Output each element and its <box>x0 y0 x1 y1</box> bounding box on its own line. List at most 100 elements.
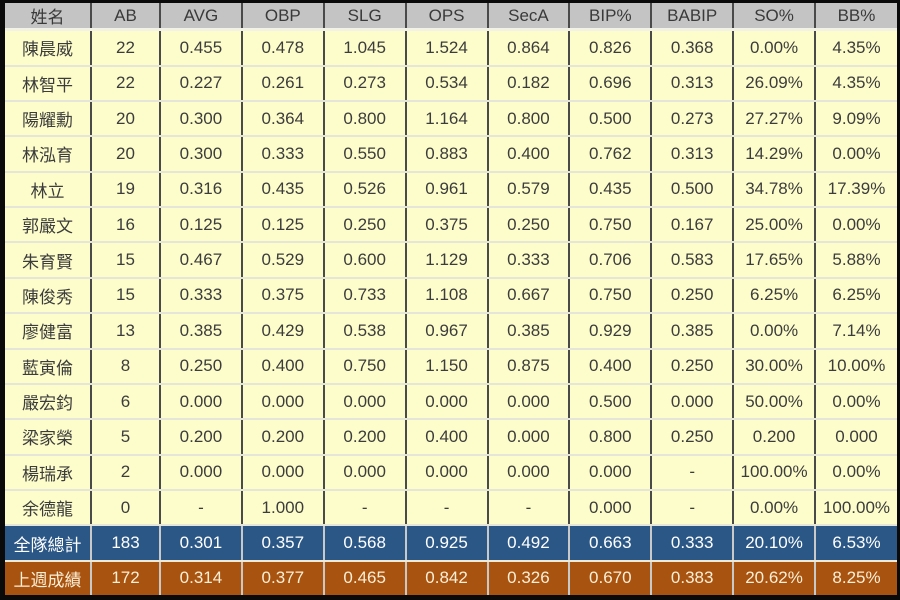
row-label-cell: 郭嚴文 <box>5 207 92 244</box>
player-row: 藍寅倫 8 0.250 0.400 0.750 1.150 0.875 0.400 0.250 3… <box>5 348 897 385</box>
player-row: 郭嚴文 16 0.125 0.125 0.250 0.375 0.250 0.750 0.167… <box>5 207 897 244</box>
stat-cell: 0.375 <box>405 207 489 244</box>
stat-cell: 0.250 <box>651 277 735 315</box>
stat-cell: 0.250 <box>323 207 407 244</box>
stat-cell: 0.750 <box>569 207 653 244</box>
stat-cell: 17.39% <box>815 171 897 209</box>
stat-cell: 0.492 <box>487 525 571 562</box>
row-label-cell: 嚴宏鈞 <box>5 383 92 421</box>
row-label-cell: 上週成績 <box>5 560 92 595</box>
stat-cell: 0.375 <box>241 277 325 315</box>
stat-cell: 0.526 <box>323 171 407 209</box>
stat-cell: 0.478 <box>241 29 325 67</box>
stat-cell: 0.000 <box>405 383 489 421</box>
stat-cell: 1.150 <box>405 348 489 385</box>
stat-cell: 0.000 <box>815 419 897 456</box>
stat-cell: 6.25% <box>733 277 816 315</box>
stat-cell: 0.534 <box>405 65 489 102</box>
stat-cell: 0.250 <box>651 419 735 456</box>
stat-cell: 0 <box>91 490 161 527</box>
stat-cell: 0.875 <box>487 348 571 385</box>
stat-cell: 0.826 <box>569 29 653 67</box>
stat-cell: 15 <box>91 242 161 279</box>
stat-cell: 0.000 <box>487 419 571 456</box>
stat-cell: 0.465 <box>323 560 407 595</box>
stat-cell: 22 <box>91 65 161 102</box>
stat-cell: 0.377 <box>241 560 325 595</box>
stat-cell: 0.00% <box>815 136 897 173</box>
row-label-cell: 陳晨威 <box>5 29 92 67</box>
header-row: 姓名 AB AVG OBP SLG OPS SecA BIP% BABIP SO… <box>5 3 897 31</box>
stat-cell: 0.200 <box>160 419 243 456</box>
row-label-cell: 陽耀勳 <box>5 100 92 138</box>
stat-cell: 0.385 <box>160 313 243 350</box>
stat-cell: 27.27% <box>733 100 816 138</box>
stat-cell: 0.842 <box>405 560 489 595</box>
player-row: 楊瑞承 2 0.000 0.000 0.000 0.000 0.000 0.000-100.0… <box>5 454 897 492</box>
stat-cell: 0.125 <box>241 207 325 244</box>
stat-cell: 0.385 <box>487 313 571 350</box>
stat-cell: 0.300 <box>160 136 243 173</box>
stat-cell: 0.000 <box>405 454 489 492</box>
stat-cell: 0.600 <box>323 242 407 279</box>
player-row: 林泓育 20 0.300 0.333 0.550 0.883 0.400 0.762 0.313… <box>5 136 897 173</box>
stat-cell: 0.000 <box>569 454 653 492</box>
stat-cell: 183 <box>91 525 161 562</box>
stat-cell: 0.00% <box>815 454 897 492</box>
stat-cell: 1.108 <box>405 277 489 315</box>
stat-cell: 0.314 <box>160 560 243 595</box>
stat-cell: 22 <box>91 29 161 67</box>
stat-cell: 0.316 <box>160 171 243 209</box>
stat-cell: 0.500 <box>651 171 735 209</box>
team-total-row: 全隊總計 183 0.301 0.357 0.568 0.925 0.492 0.663 0.3… <box>5 525 897 562</box>
stat-cell: 0.261 <box>241 65 325 102</box>
stat-cell: 0.429 <box>241 313 325 350</box>
stat-cell: 0.762 <box>569 136 653 173</box>
stat-cell: 0.800 <box>323 100 407 138</box>
stat-cell: 172 <box>91 560 161 595</box>
stat-cell: 17.65% <box>733 242 816 279</box>
stat-cell: 0.273 <box>651 100 735 138</box>
stat-cell: 20 <box>91 100 161 138</box>
stat-cell: 0.385 <box>651 313 735 350</box>
stat-cell: 0.967 <box>405 313 489 350</box>
stat-cell: 0.663 <box>569 525 653 562</box>
stat-cell: 6 <box>91 383 161 421</box>
stat-cell: 0.182 <box>487 65 571 102</box>
stat-cell: 0.000 <box>160 383 243 421</box>
stat-cell: 20 <box>91 136 161 173</box>
stat-cell: 0.583 <box>651 242 735 279</box>
stat-cell: 14.29% <box>733 136 816 173</box>
stat-cell: 0.368 <box>651 29 735 67</box>
stat-cell: - <box>323 490 407 527</box>
row-label-cell: 楊瑞承 <box>5 454 92 492</box>
stat-cell: 0.200 <box>323 419 407 456</box>
stat-cell: 0.00% <box>733 313 816 350</box>
stat-cell: 1.164 <box>405 100 489 138</box>
stat-cell: 0.273 <box>323 65 407 102</box>
stat-cell: 0.400 <box>569 348 653 385</box>
player-row: 梁家榮 5 0.200 0.200 0.200 0.400 0.000 0.800 0.250 0… <box>5 419 897 456</box>
stat-cell: 15 <box>91 277 161 315</box>
stat-cell: 0.435 <box>241 171 325 209</box>
stat-cell: 0.400 <box>405 419 489 456</box>
row-label-cell: 林泓育 <box>5 136 92 173</box>
stat-cell: 4.35% <box>815 29 897 67</box>
stat-cell: 0.000 <box>241 383 325 421</box>
stat-cell: 1.000 <box>241 490 325 527</box>
stat-cell: 0.250 <box>487 207 571 244</box>
stat-cell: 0.670 <box>569 560 653 595</box>
stat-cell: 0.167 <box>651 207 735 244</box>
player-row: 陳晨威 22 0.455 0.478 1.045 1.524 0.864 0.826 0.368… <box>5 29 897 67</box>
stat-cell: 0.333 <box>241 136 325 173</box>
stat-cell: 0.706 <box>569 242 653 279</box>
stat-cell: - <box>651 490 735 527</box>
stat-cell: 6.25% <box>815 277 897 315</box>
stat-cell: 0.200 <box>241 419 325 456</box>
player-row: 林立 19 0.316 0.435 0.526 0.961 0.579 0.435 0.500 3… <box>5 171 897 209</box>
stat-cell: 25.00% <box>733 207 816 244</box>
stat-cell: 9.09% <box>815 100 897 138</box>
stat-cell: 0.400 <box>487 136 571 173</box>
stat-cell: 0.750 <box>323 348 407 385</box>
stat-cell: - <box>160 490 243 527</box>
